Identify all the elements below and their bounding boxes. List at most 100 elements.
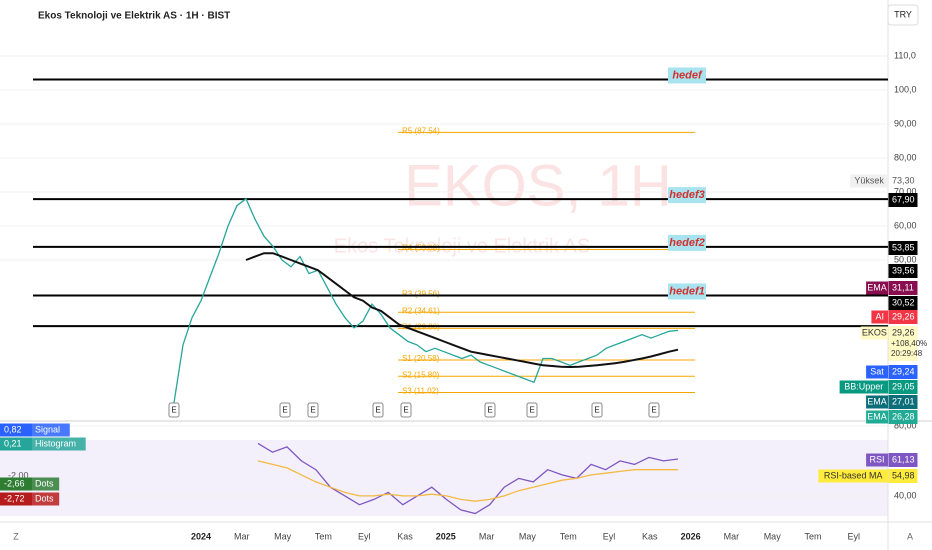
target-label: hedef	[672, 69, 703, 81]
pivot-label: S3 (11.02)	[402, 387, 439, 396]
x-tick-label: Tem	[804, 531, 821, 541]
price-tag	[888, 296, 918, 310]
currency[interactable]: TRY	[894, 9, 912, 19]
pivot-label: S1 (20.58)	[402, 354, 440, 363]
event-label[interactable]: E	[651, 406, 656, 415]
y-tick-label: 90,00	[894, 118, 917, 128]
chart-title: Ekos Teknoloji ve Elektrik AS · 1H · BIS…	[38, 11, 230, 22]
tag-name-box	[818, 469, 888, 483]
watermark: EKOS, 1H	[404, 153, 672, 218]
tag-name-box	[839, 380, 888, 394]
x-tick-label: May	[274, 531, 292, 541]
tag-name-box	[860, 326, 888, 340]
price-tag	[888, 241, 918, 255]
event-label[interactable]: E	[529, 406, 534, 415]
x-tick-label: Mar	[724, 531, 740, 541]
legend-value: 0,82	[4, 424, 22, 434]
price-tag-value: 39,56	[892, 265, 915, 275]
legend-value: 0,21	[4, 438, 22, 448]
price-tag	[888, 326, 918, 361]
left-scale-label: -2,00	[8, 470, 29, 480]
auto-button[interactable]: A	[907, 531, 913, 541]
price-tag	[888, 264, 918, 278]
price-change: +108,40%	[891, 339, 927, 348]
target-label: hedef2	[669, 237, 704, 249]
legend-name-box	[32, 437, 86, 451]
target-label: hedef1	[669, 285, 704, 297]
series-line	[257, 442, 679, 515]
price-tag	[888, 469, 918, 483]
price-tag-value: 31,11	[892, 282, 914, 292]
currency-button[interactable]	[887, 4, 919, 26]
event-marker[interactable]	[307, 402, 319, 418]
legend-value: -2,66	[4, 478, 25, 488]
event-marker[interactable]	[591, 402, 603, 418]
legend-value-box	[0, 477, 32, 491]
x-tick-label: Kas	[397, 531, 413, 541]
event-marker[interactable]	[168, 402, 180, 418]
countdown: 20:29:48	[891, 349, 923, 358]
pivot-label: R5 (87.54)	[402, 126, 440, 135]
rsi-band	[0, 440, 888, 516]
series-line	[245, 252, 679, 369]
price-tag-value: 29,24	[892, 366, 915, 376]
tag-name: Sat	[870, 366, 884, 376]
event-marker[interactable]	[279, 402, 291, 418]
tag-name: BB:Upper	[844, 381, 883, 391]
legend-name: Dots	[35, 493, 54, 503]
event-label[interactable]: E	[403, 406, 408, 415]
x-tick-label: 2025	[436, 531, 456, 541]
event-marker[interactable]	[400, 402, 412, 418]
x-tick-label: Eyl	[358, 531, 371, 541]
tag-name-box	[866, 410, 888, 424]
y-tick-label: 100,0	[894, 84, 917, 94]
price-tag-value: 61,13	[892, 454, 915, 464]
zoom-button[interactable]: Z	[13, 531, 19, 541]
target-label: hedef3	[669, 189, 704, 201]
price-tag	[888, 174, 918, 188]
y-tick-label: 70,00	[894, 186, 917, 196]
tag-name: EMA	[867, 396, 887, 406]
legend-value-box	[0, 437, 32, 451]
price-tag-value: 73,30	[892, 175, 915, 185]
tag-name-box	[866, 365, 888, 379]
event-label[interactable]: E	[487, 406, 492, 415]
target-box	[668, 187, 706, 204]
legend-value: -2,72	[4, 493, 25, 503]
y-tick-label: 50,00	[894, 254, 917, 264]
x-tick-label: Eyl	[603, 531, 616, 541]
legend-name-box	[32, 477, 60, 491]
tag-name-box	[866, 453, 888, 467]
x-tick-label: 2026	[681, 531, 701, 541]
event-label[interactable]: E	[375, 406, 380, 415]
event-marker[interactable]	[484, 402, 496, 418]
x-tick-label: 2024	[191, 531, 211, 541]
pivot-label: R2 (34.61)	[402, 306, 440, 315]
x-tick-label: May	[764, 531, 782, 541]
target-box	[668, 283, 706, 300]
tag-name: EKOS	[862, 327, 887, 337]
legend-name: Dots	[35, 478, 54, 488]
price-tag	[888, 395, 918, 409]
tag-name: EMA	[867, 411, 887, 421]
pivot-label: R4 (53.08)	[402, 244, 440, 253]
event-marker[interactable]	[372, 402, 384, 418]
x-tick-label: Kas	[642, 531, 658, 541]
target-box	[668, 67, 706, 84]
price-tag	[888, 193, 918, 207]
price-tag-value: 27,01	[892, 396, 915, 406]
event-marker[interactable]	[648, 402, 660, 418]
tag-name: RSI	[870, 454, 885, 464]
event-label[interactable]: E	[171, 406, 176, 415]
y-tick-label: 60,00	[894, 220, 917, 230]
event-label[interactable]: E	[310, 406, 315, 415]
event-marker[interactable]	[526, 402, 538, 418]
price-tag	[888, 281, 918, 295]
price-tag	[888, 310, 918, 324]
x-tick-label: Tem	[560, 531, 577, 541]
event-label[interactable]: E	[282, 406, 287, 415]
y-tick-label: 40,00	[894, 490, 917, 500]
price-tag-value: 67,90	[892, 194, 915, 204]
event-label[interactable]: E	[594, 406, 599, 415]
